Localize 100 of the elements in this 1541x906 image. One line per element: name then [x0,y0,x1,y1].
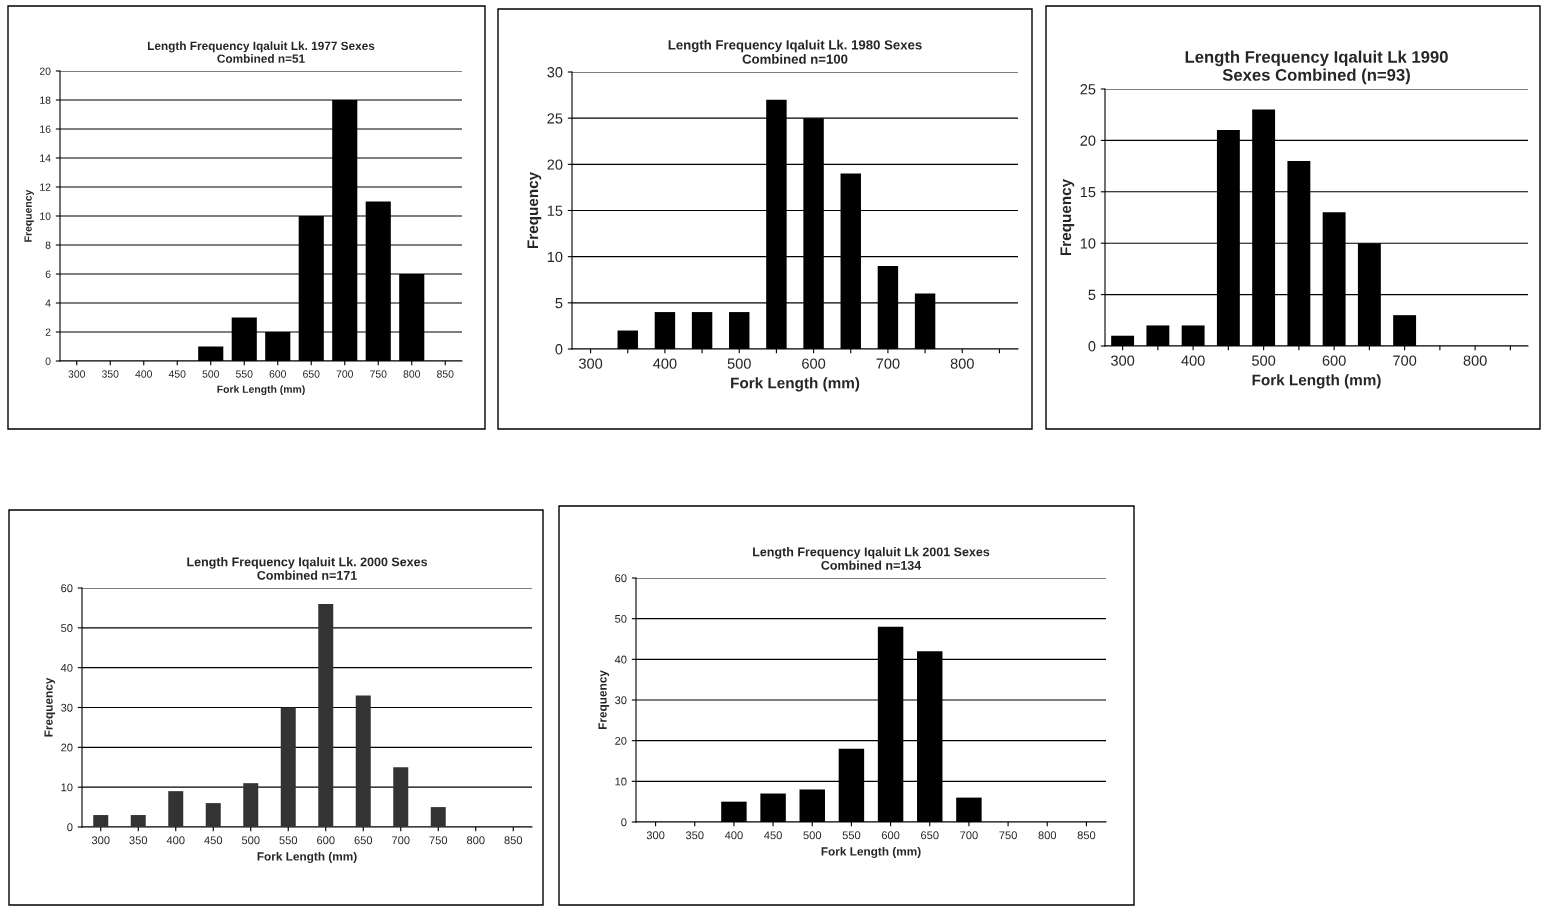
x-tick-label: 350 [685,831,704,840]
x-tick-label: 300 [91,836,110,845]
y-tick-label: 40 [614,655,627,664]
x-tick-label: 650 [303,370,320,378]
x-tick-label: 550 [842,831,861,840]
x-tick-label: 750 [999,831,1017,840]
bar [130,815,146,827]
x-tick-label: 600 [881,831,900,840]
y-tick-label: 60 [615,574,627,583]
x-tick-label: 850 [504,836,523,845]
y-tick-label: 10 [61,783,73,792]
x-tick-label: 500 [727,358,751,369]
y-axis-title: Frequency [527,171,542,249]
x-tick-label: 400 [166,836,185,845]
y-tick-label: 10 [547,251,563,263]
x-tick-label: 450 [764,831,782,840]
y-tick-label: 0 [1088,341,1096,352]
y-tick-label: 4 [45,299,51,307]
x-tick-label: 800 [466,836,485,845]
x-axis-title: Fork Length (mm) [821,846,921,858]
chart-title: Length Frequency Iqaluit Lk 2001 Sexes Combined n=134 [753,547,990,570]
bar [205,803,221,827]
y-tick-label: 60 [61,584,73,593]
x-tick-label: 400 [1181,355,1205,366]
bar [93,815,109,827]
y-tick-label: 15 [1080,187,1096,198]
x-tick-label: 700 [876,358,900,369]
x-tick-label: 650 [921,831,939,840]
x-tick-label: 500 [241,836,260,845]
x-tick-label: 750 [429,836,448,845]
x-tick-label: 600 [802,358,826,369]
y-axis-title: Frequency [44,677,56,737]
y-tick-label: 30 [61,703,73,712]
x-tick-label: 800 [1463,355,1487,366]
y-axis-title: Frequency [1060,178,1075,256]
x-tick-label: 600 [317,836,335,845]
y-tick-label: 20 [1080,135,1096,146]
x-axis-title: Fork Length (mm) [731,377,860,392]
x-tick-label: 600 [1322,355,1346,366]
x-tick-label: 550 [279,836,298,845]
y-tick-label: 14 [40,154,51,162]
x-tick-label: 300 [578,358,603,369]
chart-title: Length Frequency Iqaluit Lk 1990 Sexes Combined (n=93) [1185,50,1448,85]
x-tick-label: 500 [202,370,220,378]
y-tick-label: 20 [39,67,51,75]
y-tick-label: 30 [615,696,627,705]
chart-title: Length Frequency Iqaluit Lk. 2000 Sexes Combined n=171 [187,557,428,580]
x-tick-label: 450 [204,836,223,845]
chart-title: Length Frequency Iqaluit Lk. 1980 Sexes Combined n=100 [668,39,922,64]
x-tick-label: 400 [724,831,743,840]
bar [280,707,296,827]
x-tick-label: 700 [336,370,354,378]
y-tick-label: 0 [45,357,51,365]
bar [243,783,259,827]
x-tick-label: 700 [960,831,978,840]
y-axis-title: Frequency [598,670,610,730]
bar [393,767,409,827]
y-tick-label: 12 [40,183,51,191]
x-tick-label: 550 [235,370,253,378]
y-tick-label: 20 [615,736,627,745]
x-tick-label: 800 [1038,831,1057,840]
x-tick-label: 800 [403,370,421,378]
y-tick-label: 16 [40,125,51,133]
y-tick-label: 25 [547,113,563,124]
y-tick-label: 5 [1088,289,1096,301]
x-tick-label: 650 [354,836,373,845]
y-tick-label: 15 [547,205,563,216]
y-tick-label: 10 [40,212,51,220]
y-tick-label: 6 [45,270,51,278]
y-tick-label: 0 [67,823,73,832]
x-tick-label: 500 [1252,355,1276,366]
y-tick-label: 10 [1080,238,1096,249]
x-tick-label: 700 [1393,355,1417,366]
x-tick-label: 350 [129,836,148,845]
bar [430,807,446,827]
x-tick-label: 600 [269,370,287,378]
y-tick-label: 50 [615,614,627,623]
y-tick-label: 18 [40,96,51,104]
x-tick-label: 500 [803,831,822,840]
y-tick-label: 2 [45,328,51,336]
x-tick-label: 450 [168,370,186,378]
x-axis-title: Fork Length (mm) [217,385,305,396]
x-axis-title: Fork Length (mm) [257,851,357,863]
x-tick-label: 300 [68,370,86,378]
x-tick-label: 400 [653,358,677,369]
x-tick-label: 300 [646,831,665,840]
y-tick-label: 8 [45,241,51,249]
x-tick-label: 700 [392,836,410,845]
y-tick-label: 0 [555,344,563,355]
x-tick-label: 300 [1111,355,1135,366]
y-tick-label: 20 [547,159,563,170]
bar [318,603,334,827]
x-tick-label: 400 [135,370,153,378]
x-tick-label: 350 [101,370,119,378]
y-tick-label: 30 [547,67,563,78]
y-tick-label: 5 [555,298,563,309]
y-tick-label: 20 [61,743,73,752]
chart-title: Length Frequency Iqaluit Lk. 1977 Sexes Combined n=51 [147,41,375,63]
bar [355,695,371,827]
x-axis-title: Fork Length (mm) [1252,374,1381,389]
